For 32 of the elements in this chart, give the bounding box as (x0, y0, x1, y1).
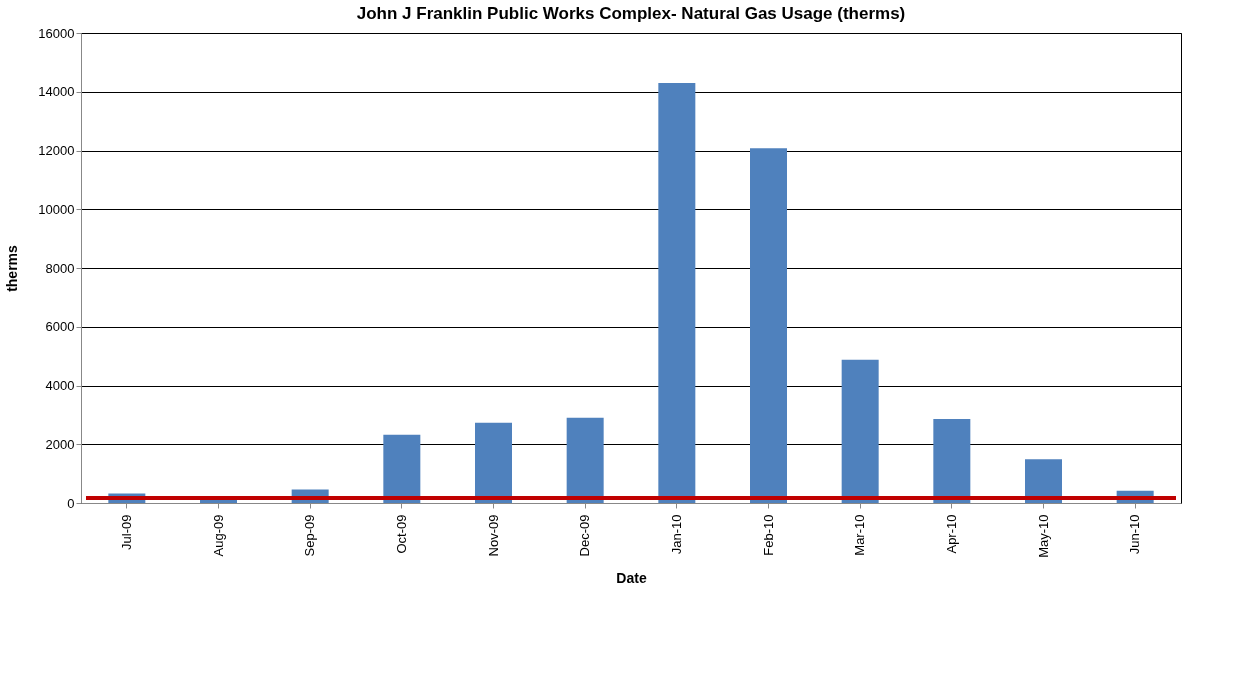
bar (750, 148, 787, 503)
x-axis-title: Date (616, 569, 647, 586)
y-tick-label: 16000 (38, 25, 75, 41)
bar (475, 422, 512, 503)
bar (933, 418, 971, 503)
y-tick-label: 6000 (45, 319, 75, 335)
bar (841, 359, 879, 503)
x-tick-label: Nov-09 (485, 514, 501, 557)
x-tick-label: Feb-10 (760, 514, 776, 556)
y-axis-title: therms (4, 244, 21, 292)
y-tick-label: 2000 (45, 436, 75, 452)
bar (566, 417, 604, 503)
y-tick-label: 12000 (38, 143, 75, 158)
y-tick-label: 14000 (38, 84, 75, 100)
x-tick-label: Apr-10 (943, 514, 959, 554)
x-tick-label: Sep-09 (302, 514, 318, 557)
bar (1025, 459, 1062, 503)
bar (658, 82, 696, 503)
bar (383, 434, 421, 503)
y-tick-label: 4000 (45, 378, 75, 393)
x-tick-label: May-10 (1035, 514, 1051, 558)
chart-title: John J Franklin Public Works Complex- Natural Gas Usage (therms) (356, 4, 906, 23)
x-tick-label: Mar-10 (852, 514, 868, 556)
y-tick-label: 10000 (38, 201, 75, 217)
x-tick-label: Aug-09 (210, 514, 226, 557)
y-tick-label: 0 (67, 495, 75, 511)
x-tick-label: Jan-10 (668, 514, 684, 555)
x-tick-label: Dec-09 (577, 514, 593, 557)
x-tick-label: Oct-09 (393, 514, 409, 554)
x-tick-label: Jul-09 (118, 514, 134, 550)
x-tick-label: Jun-10 (1127, 514, 1143, 555)
y-tick-label: 8000 (45, 260, 75, 276)
